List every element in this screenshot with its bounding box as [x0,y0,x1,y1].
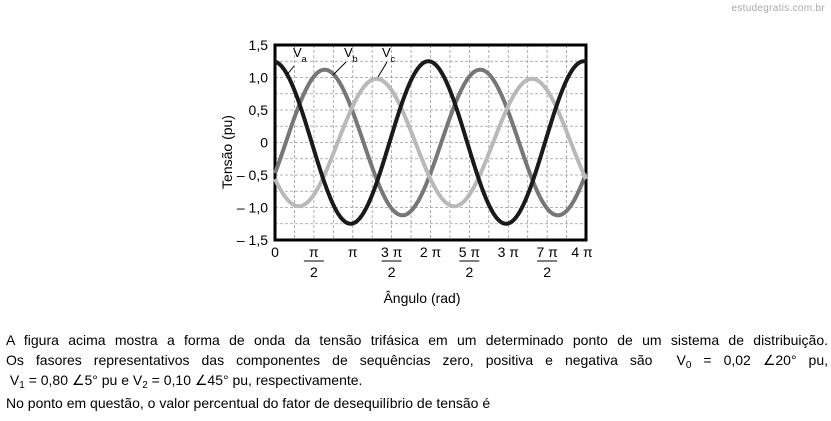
question-line-3: V1 = 0,80 ∠5° pu e V2 = 0,10 ∠45° pu, re… [9,372,363,391]
plot-frame [273,43,588,242]
v2-symbol: V2 [132,372,148,391]
three-phase-voltage-chart: Va Vb Vc 1,51,00,50– 0,5– 1,0– 1,50 π2π 3 π2… [219,37,593,306]
v1-symbol: V1 [9,372,25,391]
series-leader-line [285,65,295,77]
x-tick-label-denominator: 2 [388,264,396,280]
v0-symbol: V0 [676,352,692,371]
y-tick-label: – 1,0 [237,200,268,216]
x-tick-label-denominator: 2 [310,264,318,280]
question-line-1: A figura acima mostra a forma de onda da… [6,332,828,348]
series-leader-line [332,61,347,76]
series-line-vb [273,67,588,218]
series-line-va [273,59,588,226]
series-label-vb: Vb [344,45,358,64]
series-line-vc [273,76,588,209]
question-line-2: Os fasores representativos das component… [6,352,829,371]
y-tick-label: – 0,5 [237,167,268,183]
x-tick-label: 3 π [498,244,520,260]
x-tick-label: 0 [271,244,279,260]
x-tick-label-numerator: 7 π [536,244,558,260]
x-tick-label: 2 π [420,244,442,260]
y-axis-label: Tensão (pu) [219,115,235,189]
x-tick-label: π [348,244,358,260]
y-tick-label: 0 [260,135,268,151]
x-tick-label-denominator: 2 [543,264,551,280]
series-label-vc: Vc [382,45,396,64]
y-tick-label: 1,0 [249,70,269,86]
x-tick-label-numerator: π [309,244,319,260]
series-label-va: Va [293,45,307,64]
y-tick-label: 0,5 [249,102,269,118]
x-tick-label: 4 π [571,244,593,260]
x-tick-label-denominator: 2 [465,264,473,280]
x-axis-label: Ângulo (rad) [383,290,460,306]
watermark: estudegratis.com.br [731,3,825,14]
y-tick-label: – 1,5 [237,232,268,248]
series-leader-line [377,61,388,78]
question-line-4: No ponto em questão, o valor percentual … [6,395,491,411]
y-tick-label: 1,5 [249,37,269,53]
x-tick-label-numerator: 5 π [459,244,481,260]
question-text: A figura acima mostra a forma de onda da… [6,330,828,413]
x-tick-label-numerator: 3 π [381,244,403,260]
